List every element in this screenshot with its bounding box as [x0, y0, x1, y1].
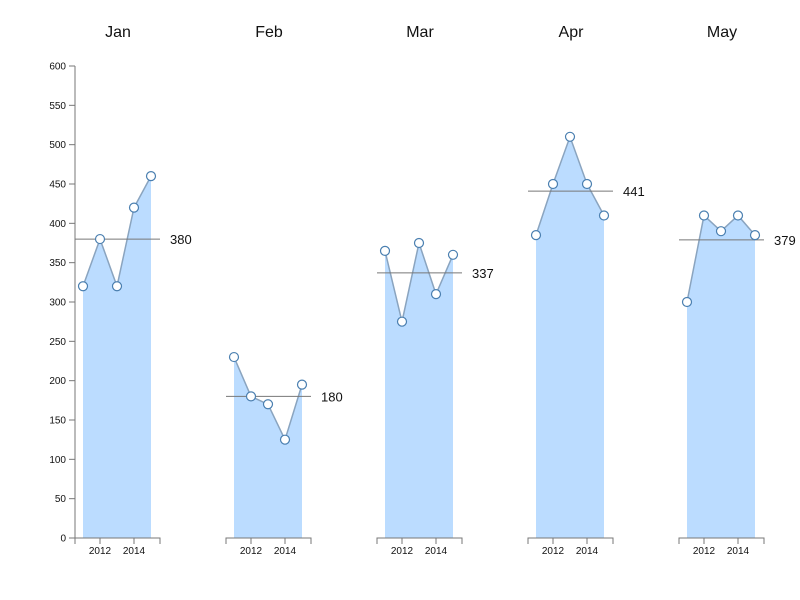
average-label-feb: 180 [321, 389, 343, 404]
panel-title-feb: Feb [255, 24, 283, 41]
y-axis-tick-label: 400 [49, 219, 66, 230]
y-axis-tick-label: 350 [49, 258, 66, 269]
data-point-may [732, 210, 744, 221]
x-axis-line-may [678, 537, 765, 544]
x-axis-tick-label: 2012 [89, 546, 112, 557]
x-axis-tick-label: 2012 [693, 546, 716, 557]
x-axis-tick-label: 2014 [727, 546, 750, 557]
x-axis-line-jan [74, 537, 161, 544]
area-feb [234, 357, 302, 538]
area-may [687, 215, 755, 538]
data-point-jan [111, 281, 123, 292]
data-point-feb [228, 351, 240, 363]
data-point-mar [430, 289, 442, 300]
y-axis-tick-label: 550 [49, 101, 66, 112]
x-axis-tick-label: 2012 [391, 546, 414, 557]
x-axis-line-mar [376, 537, 463, 544]
x-axis-tick-label: 2014 [123, 546, 146, 557]
data-point-may [681, 296, 693, 308]
data-point-apr [598, 210, 610, 221]
average-label-may: 379 [774, 233, 796, 248]
average-label-jan: 380 [170, 232, 192, 247]
area-apr [536, 136, 604, 539]
y-axis-tick-label: 250 [49, 337, 66, 348]
y-axis-tick-label: 200 [49, 376, 66, 387]
y-axis-tick-label: 100 [49, 455, 66, 466]
data-point-jan [128, 202, 140, 213]
data-point-feb [245, 391, 257, 402]
average-label-apr: 441 [623, 184, 645, 199]
area-mar [385, 243, 453, 538]
x-axis-tick-label: 2012 [240, 546, 263, 557]
data-point-feb [262, 399, 274, 410]
data-point-apr [564, 131, 576, 142]
data-point-jan [94, 233, 106, 245]
data-point-apr [547, 178, 559, 190]
x-axis-tick-label: 2014 [576, 546, 599, 557]
data-point-jan [145, 171, 157, 182]
data-point-mar [396, 316, 408, 327]
panel-title-jan: Jan [105, 24, 131, 41]
panel-title-apr: Apr [559, 24, 585, 41]
y-axis-tick-label: 450 [49, 180, 66, 191]
data-point-mar [447, 249, 459, 260]
data-point-feb [296, 379, 308, 390]
y-axis-tick-label: 300 [49, 298, 66, 309]
y-axis-tick-label: 500 [49, 140, 66, 151]
x-axis-tick-label: 2014 [425, 546, 448, 557]
data-point-apr [530, 230, 542, 241]
y-axis-tick-label: 50 [55, 494, 67, 505]
panel-title-mar: Mar [406, 24, 434, 41]
data-point-may [715, 226, 727, 237]
y-axis-tick-label: 600 [49, 62, 66, 73]
data-point-apr [581, 178, 593, 190]
data-point-may [698, 210, 710, 221]
x-axis-tick-label: 2014 [274, 546, 297, 557]
x-axis-line-feb [225, 537, 312, 544]
x-axis-line-apr [527, 537, 614, 544]
data-point-may [749, 230, 761, 241]
x-axis-tick-label: 2012 [542, 546, 565, 557]
data-point-jan [77, 281, 89, 292]
area-jan [83, 176, 151, 538]
y-axis-tick-label: 150 [49, 416, 66, 427]
y-axis-tick-label: 0 [60, 534, 66, 545]
data-point-mar [379, 245, 391, 256]
data-point-mar [413, 237, 425, 249]
data-point-feb [279, 434, 291, 445]
panel-title-may: May [707, 24, 737, 41]
average-label-mar: 337 [472, 266, 494, 281]
